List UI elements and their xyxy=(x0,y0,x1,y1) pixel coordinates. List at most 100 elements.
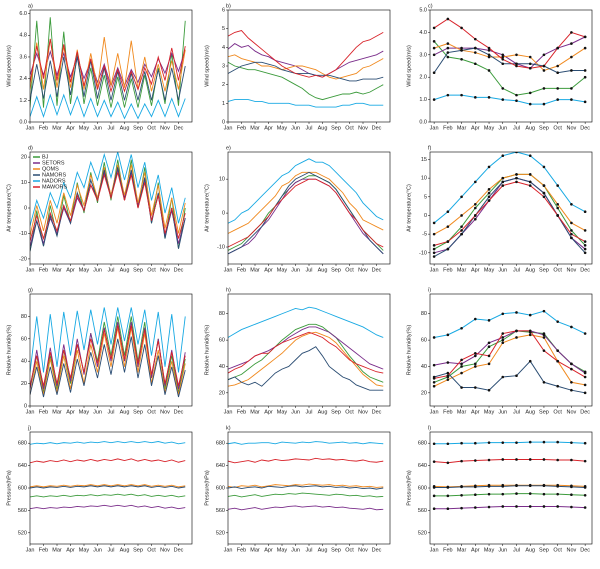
x-tick-label: Aug xyxy=(120,547,130,553)
marker xyxy=(474,46,477,50)
x-tick-label: Oct xyxy=(345,267,354,273)
series-line xyxy=(30,93,186,120)
x-tick-label: Jul xyxy=(305,125,312,131)
panel: d) Air temperature(°C) -20 -10 0 10 20 Jan Feb Ma… xyxy=(6,145,193,273)
x-tick-label: Jun xyxy=(291,409,300,415)
x-tick-label: Aug xyxy=(525,267,535,273)
series-line xyxy=(228,441,384,445)
marker xyxy=(474,351,477,355)
plot-frame xyxy=(227,431,391,545)
marker xyxy=(474,459,477,462)
marker xyxy=(432,460,436,463)
marker xyxy=(515,152,518,154)
marker xyxy=(556,214,559,217)
marker xyxy=(542,349,546,352)
y-tick-label: 20 xyxy=(21,155,27,161)
x-tick-label: Nov xyxy=(160,125,170,131)
series-line xyxy=(228,43,384,78)
marker xyxy=(583,46,587,50)
x-tick-label: Sep xyxy=(331,125,341,131)
y-tick-label: 3 xyxy=(222,63,225,69)
series-line xyxy=(30,485,186,489)
x-tick-label: Feb xyxy=(443,547,452,553)
marker xyxy=(501,154,505,158)
marker xyxy=(556,492,559,496)
marker xyxy=(515,176,518,180)
marker xyxy=(556,98,559,101)
marker xyxy=(570,485,573,489)
x-tick-label: Nov xyxy=(358,547,368,553)
panel: c) Wind speed(m/s) 0.0 1.0 2.0 3.0 4.0 5.0 Jan Fe… xyxy=(406,3,593,131)
marker xyxy=(583,383,587,387)
marker xyxy=(515,336,518,339)
series-line xyxy=(228,483,384,488)
marker xyxy=(542,440,546,444)
x-tick-label: Apr xyxy=(264,547,273,553)
x-tick-label: Oct xyxy=(345,409,354,415)
marker xyxy=(432,232,436,236)
panel-label: f) xyxy=(428,145,432,151)
x-tick-label: Mar xyxy=(52,547,62,553)
series-line xyxy=(228,178,384,255)
marker xyxy=(474,62,477,66)
plot-frame xyxy=(227,9,391,123)
plot-frame xyxy=(29,431,193,545)
marker xyxy=(515,484,518,488)
marker xyxy=(583,240,587,243)
marker xyxy=(542,195,546,199)
series-line xyxy=(433,173,586,250)
legend-label: QOMS xyxy=(42,166,59,172)
marker xyxy=(446,55,450,59)
x-tick-label: Nov xyxy=(358,125,368,131)
x-tick-label: Jan xyxy=(224,267,233,273)
marker xyxy=(570,98,573,101)
marker xyxy=(570,441,573,444)
x-tick-label: Feb xyxy=(237,267,246,273)
y-axis-label: Relative humidity(%) xyxy=(406,325,412,376)
marker xyxy=(556,87,559,90)
x-tick-label: Nov xyxy=(567,125,577,131)
series-line xyxy=(228,331,384,374)
marker xyxy=(528,313,532,317)
marker xyxy=(487,199,491,202)
marker xyxy=(570,362,573,366)
marker xyxy=(474,365,477,368)
marker xyxy=(556,64,559,68)
panel-label: a) xyxy=(28,3,33,9)
y-tick-label: 1.0 xyxy=(419,97,427,103)
series-line xyxy=(433,360,586,394)
panel: h) Relative humidity(%) 20 40 60 80 Jan Feb Mar A… xyxy=(204,287,391,415)
marker xyxy=(487,354,491,358)
y-axis-label: Relative humidity(%) xyxy=(6,325,12,376)
marker xyxy=(583,506,587,509)
marker xyxy=(583,210,587,214)
x-tick-label: May xyxy=(484,125,495,131)
marker xyxy=(474,386,477,389)
y-tick-label: 520 xyxy=(418,530,427,536)
x-tick-label: Mar xyxy=(250,125,260,131)
x-tick-label: Nov xyxy=(358,267,368,273)
marker xyxy=(528,329,532,333)
marker xyxy=(460,229,463,232)
y-tick-label: 80 xyxy=(21,314,27,320)
x-tick-label: Feb xyxy=(237,125,246,131)
marker xyxy=(446,210,450,214)
marker xyxy=(487,341,491,345)
marker xyxy=(487,492,491,496)
x-tick-label: May xyxy=(484,267,495,273)
series-line xyxy=(434,485,586,488)
x-tick-label: May xyxy=(277,547,288,553)
marker xyxy=(432,507,436,511)
x-tick-label: Sep xyxy=(331,409,341,415)
marker xyxy=(583,69,587,72)
series-line xyxy=(228,346,384,391)
y-axis-label: Pressure(hPa) xyxy=(406,470,412,506)
plot-frame xyxy=(227,151,391,265)
x-tick-label: Aug xyxy=(120,267,130,273)
series-line xyxy=(434,493,586,497)
marker xyxy=(446,42,450,45)
marker xyxy=(487,345,491,349)
marker xyxy=(528,184,532,187)
